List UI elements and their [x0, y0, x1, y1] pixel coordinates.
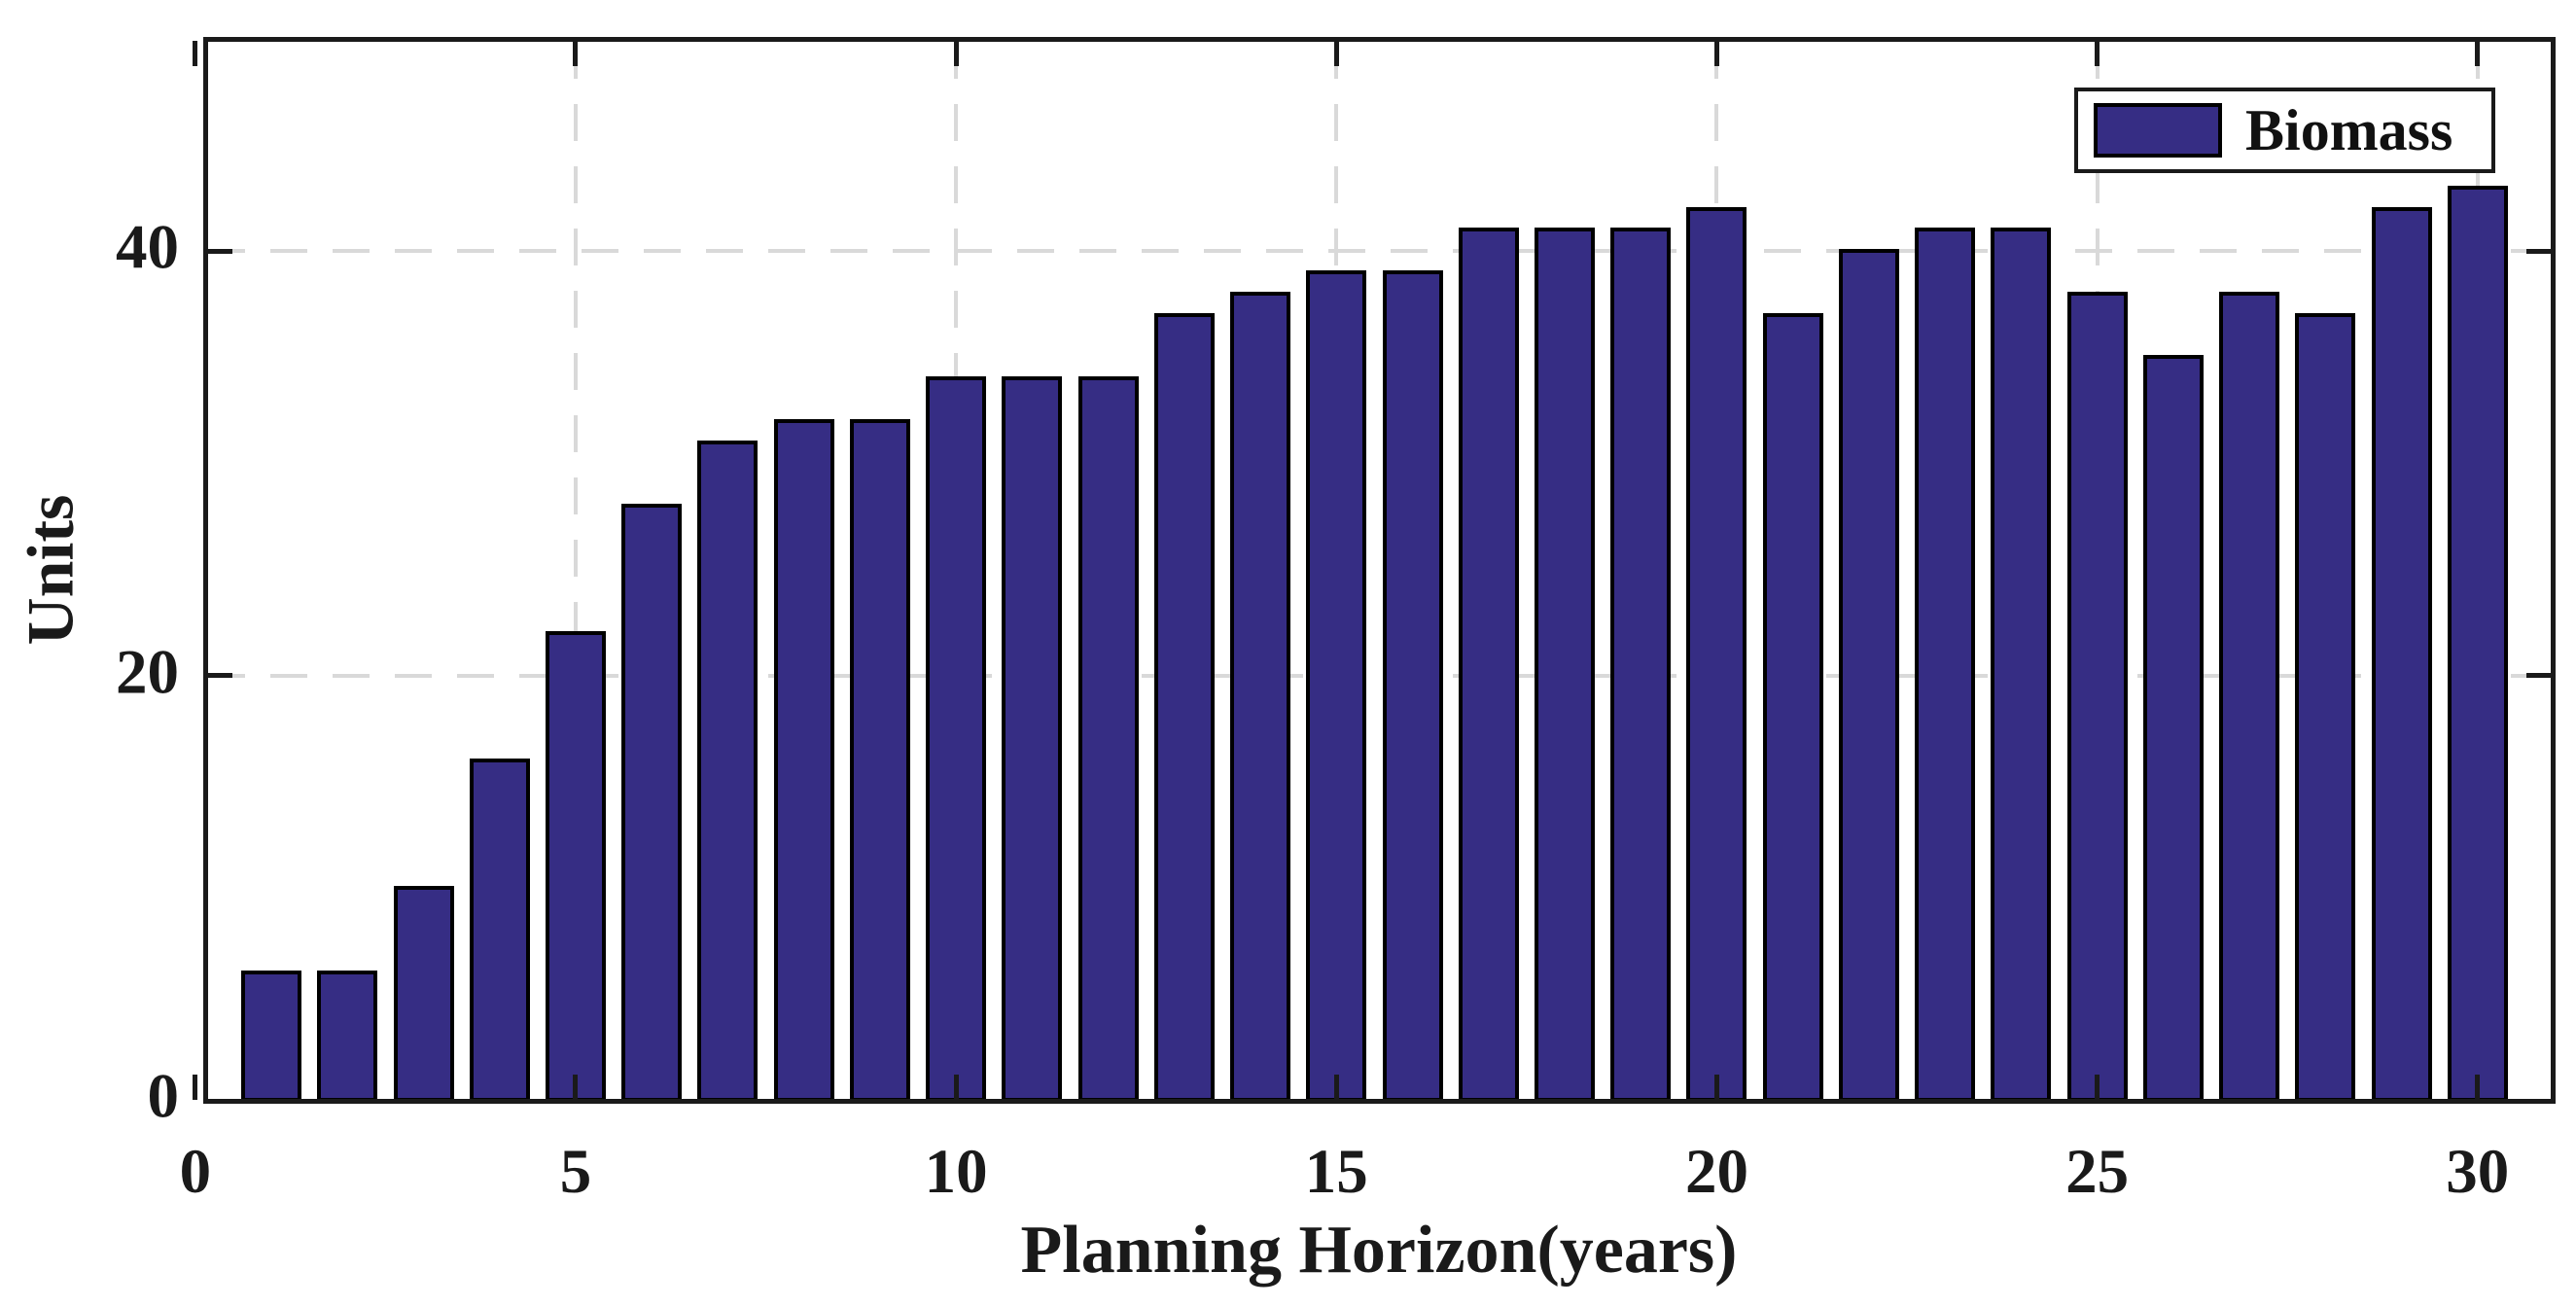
bar — [1686, 206, 1747, 1102]
y-gridline — [208, 673, 2551, 678]
x-tick-bottom — [2475, 1075, 2481, 1100]
x-tick-label: 25 — [2065, 1137, 2130, 1207]
bar — [1762, 312, 1823, 1102]
bar — [2219, 291, 2280, 1102]
x-tick-bottom — [1333, 1075, 1339, 1100]
bar — [1002, 376, 1063, 1102]
bar — [697, 440, 759, 1102]
x-tick-label: 0 — [179, 1137, 212, 1207]
bar — [621, 504, 683, 1102]
x-gridline — [573, 42, 578, 1097]
y-tick-label: 40 — [116, 212, 179, 283]
x-tick-top — [1333, 41, 1339, 66]
x-tick-label: 15 — [1304, 1137, 1368, 1207]
x-tick-bottom — [953, 1075, 959, 1100]
y-gridline — [208, 249, 2551, 254]
bar — [1382, 270, 1443, 1102]
y-axis-title: Units — [13, 494, 88, 646]
bar — [469, 758, 530, 1102]
bar — [2371, 206, 2432, 1102]
bar — [1991, 228, 2052, 1102]
bar — [773, 418, 834, 1102]
bar — [1306, 270, 1367, 1102]
x-axis-title: Planning Horizon(years) — [1020, 1213, 1738, 1288]
bar — [1915, 228, 1976, 1102]
x-tick-top — [953, 41, 959, 66]
legend-label: Biomass — [2245, 97, 2453, 162]
y-tick-left — [207, 673, 232, 679]
bar — [317, 971, 378, 1102]
legend: Biomass — [2074, 88, 2495, 173]
x-tick-top — [573, 41, 579, 66]
bar — [1077, 376, 1139, 1102]
y-tick-left — [207, 248, 232, 254]
x-tick-bottom — [2095, 1075, 2100, 1100]
legend-swatch-biomass — [2094, 103, 2222, 158]
x-tick-label: 5 — [559, 1137, 592, 1207]
bar — [1230, 291, 1291, 1102]
bar — [241, 971, 302, 1102]
x-tick-bottom — [1713, 1075, 1719, 1100]
y-tick-label: 20 — [116, 637, 179, 708]
bar — [2447, 185, 2508, 1102]
bar — [1153, 312, 1215, 1102]
x-tick-label: 30 — [2446, 1137, 2510, 1207]
x-tick-label: 10 — [924, 1137, 988, 1207]
y-tick-right — [2526, 248, 2552, 254]
bar — [1610, 228, 1672, 1102]
bar — [545, 630, 606, 1102]
bar — [393, 885, 454, 1102]
bar — [926, 376, 987, 1102]
x-tick-top — [1713, 41, 1719, 66]
bar — [2295, 312, 2356, 1102]
x-tick-label: 20 — [1684, 1137, 1748, 1207]
y-tick-right — [2526, 673, 2552, 679]
bar — [2066, 291, 2128, 1102]
bar — [2142, 355, 2204, 1102]
y-tick-label: 0 — [147, 1061, 180, 1132]
x-tick-bottom — [573, 1075, 579, 1100]
bar — [849, 418, 910, 1102]
x-tick-top — [2095, 41, 2100, 66]
bar — [1458, 228, 1519, 1102]
bar — [1534, 228, 1595, 1102]
bar — [1838, 249, 1899, 1102]
x-tick-top — [193, 41, 198, 66]
x-tick-top — [2475, 41, 2481, 66]
x-tick-bottom — [193, 1075, 198, 1100]
